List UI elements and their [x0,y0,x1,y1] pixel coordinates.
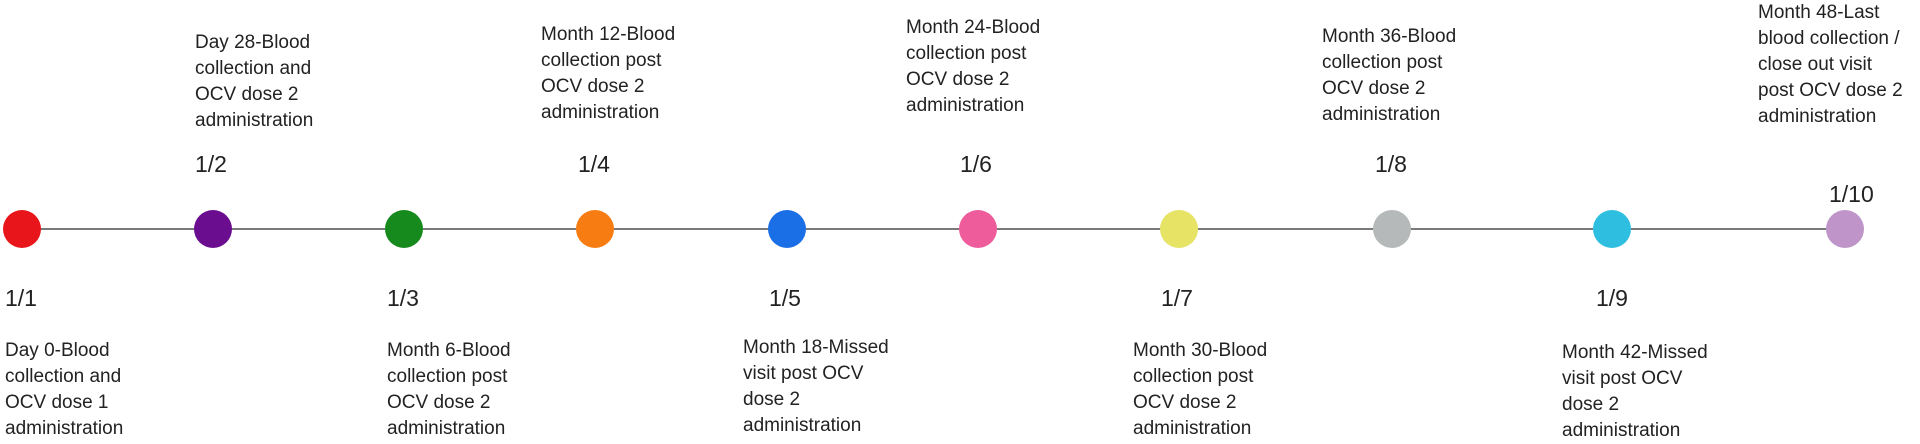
timeline-node-1 [3,210,41,248]
event-index-5: 1/5 [769,285,801,311]
event-description-7: Month 30-Blood collection post OCV dose … [1133,340,1268,439]
event-index-1: 1/1 [5,285,37,311]
event-description-4: Month 12-Blood collection post OCV dose … [541,24,676,123]
event-index-4: 1/4 [578,151,610,177]
timeline-node-6 [959,210,997,248]
timeline-node-8 [1373,210,1411,248]
event-description-1: Day 0-Blood collection and OCV dose 1 ad… [5,340,124,439]
timeline-node-10 [1826,210,1864,248]
event-index-8: 1/8 [1375,151,1407,177]
timeline-node-2 [194,210,232,248]
timeline-node-4 [576,210,614,248]
event-description-10: Month 48-Last blood collection / close o… [1758,2,1903,127]
event-description-8: Month 36-Blood collection post OCV dose … [1322,26,1457,125]
timeline-node-5 [768,210,806,248]
timeline-node-3 [385,210,423,248]
event-index-10: 1/10 [1829,181,1874,207]
event-index-9: 1/9 [1596,285,1628,311]
event-description-3: Month 6-Blood collection post OCV dose 2… [387,340,511,439]
timeline-line [22,228,1848,230]
event-index-3: 1/3 [387,285,419,311]
timeline-node-9 [1593,210,1631,248]
timeline-node-7 [1160,210,1198,248]
event-index-7: 1/7 [1161,285,1193,311]
event-description-6: Month 24-Blood collection post OCV dose … [906,17,1041,116]
event-index-6: 1/6 [960,151,992,177]
event-description-2: Day 28-Blood collection and OCV dose 2 a… [195,32,314,131]
event-index-2: 1/2 [195,151,227,177]
event-description-5: Month 18-Missed visit post OCV dose 2 ad… [743,337,889,436]
event-description-9: Month 42-Missed visit post OCV dose 2 ad… [1562,342,1708,441]
